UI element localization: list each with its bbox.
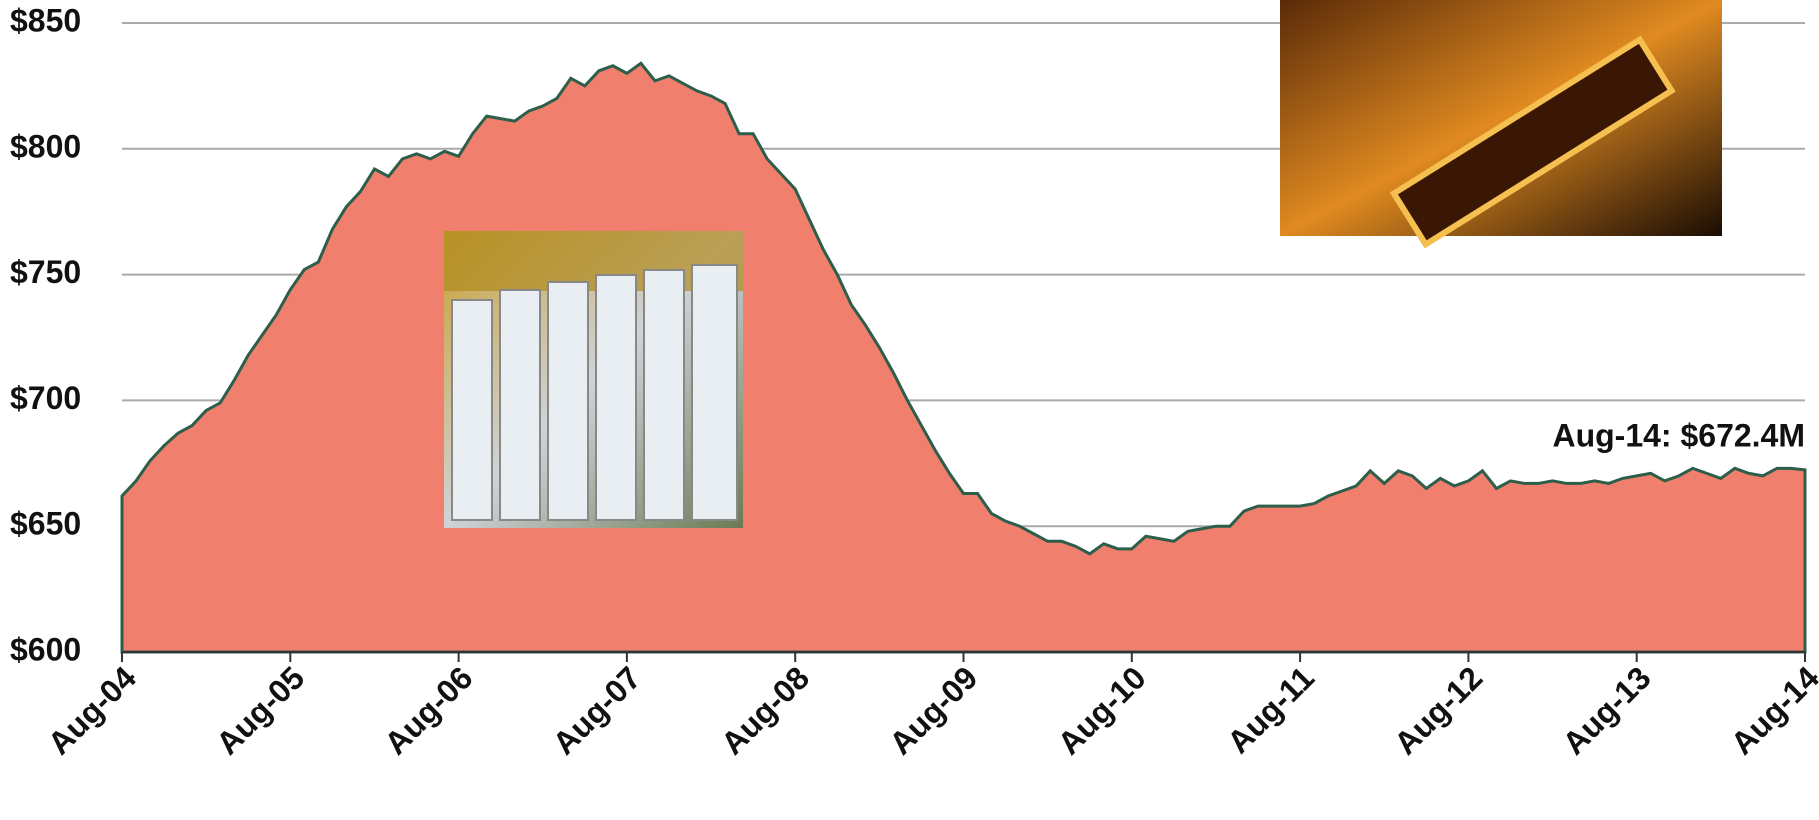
x-tick-label: Aug-11	[1220, 659, 1321, 760]
x-tick-label: Aug-09	[882, 659, 984, 761]
x-tick-label: Aug-07	[546, 659, 648, 761]
x-tick-label: Aug-12	[1387, 659, 1489, 761]
x-tick-label: Aug-05	[209, 659, 311, 761]
x-tick-label: Aug-13	[1555, 659, 1657, 761]
slot-machines-photo	[444, 231, 743, 528]
x-tick-label: Aug-06	[377, 659, 479, 761]
annotation: Aug-14: $672.4M	[1552, 417, 1805, 453]
y-tick-label: $600	[10, 631, 81, 667]
y-tick-label: $700	[10, 380, 81, 416]
x-tick-label: Aug-14	[1724, 659, 1819, 761]
x-tick-label: Aug-04	[41, 659, 143, 761]
y-tick-label: $750	[10, 254, 81, 290]
x-tick-label: Aug-08	[714, 659, 816, 761]
casino-photo	[1280, 0, 1722, 249]
y-tick-label: $800	[10, 128, 81, 164]
x-tick-label: Aug-10	[1051, 659, 1153, 761]
y-tick-label: $650	[10, 506, 81, 542]
y-tick-label: $850	[10, 2, 81, 38]
